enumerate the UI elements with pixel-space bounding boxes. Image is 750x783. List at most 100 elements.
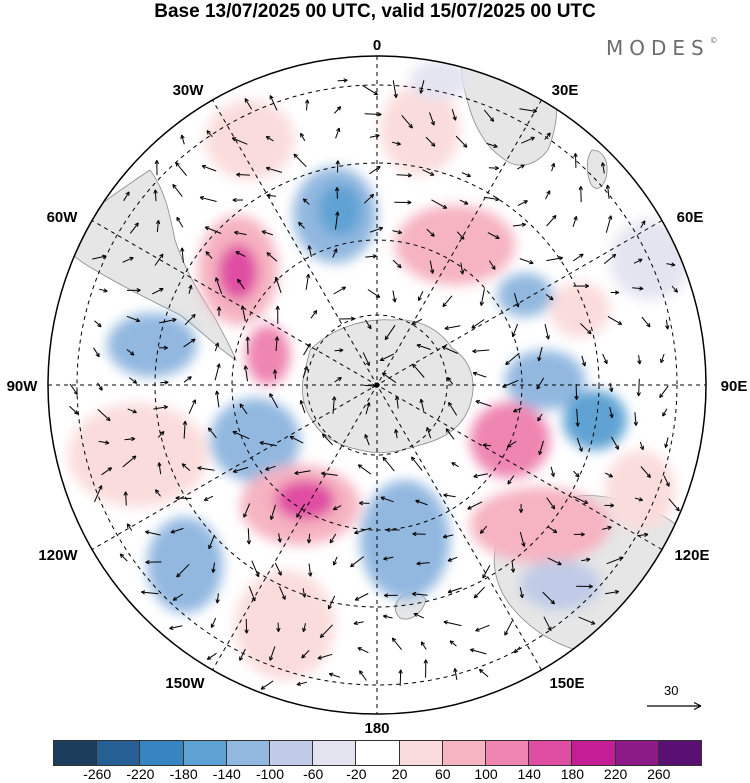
wind-vector (205, 226, 222, 234)
wind-vector (638, 355, 641, 365)
wind-vector (233, 466, 249, 473)
wind-vector (576, 408, 579, 427)
wind-vector (607, 184, 610, 199)
wind-vector (580, 186, 582, 203)
wind-vector (266, 167, 283, 173)
wind-vector (659, 385, 669, 398)
wind-vector (317, 653, 333, 659)
wind-vector (204, 495, 214, 501)
colorbar-box (182, 740, 227, 766)
wind-vector-head (475, 400, 480, 405)
wind-vector (208, 534, 216, 549)
wind-vector-head (665, 325, 670, 330)
colorbar-tick-label: -180 (169, 766, 198, 782)
wind-vector-head (73, 390, 78, 395)
positive-anomaly (605, 450, 675, 530)
wind-vector (333, 286, 346, 295)
wind-vector (420, 641, 427, 650)
wind-vector-head (204, 226, 210, 231)
wind-vector (362, 352, 370, 366)
wind-vector (415, 500, 428, 506)
wind-vector (369, 134, 380, 138)
wind-vector (212, 562, 215, 573)
wind-vector-head (141, 590, 146, 595)
wind-vector-head (281, 595, 286, 600)
wind-vector-head (550, 504, 556, 510)
wind-vector-head (276, 627, 281, 632)
wind-vector (399, 669, 402, 686)
wind-vector-head (201, 164, 207, 169)
wind-vector (426, 228, 435, 237)
wind-vector-head (289, 435, 295, 440)
wind-vector-head (412, 591, 417, 597)
wind-vector (573, 470, 580, 478)
wind-vector (455, 135, 468, 148)
wind-vector (210, 617, 217, 628)
colorbar-tick-label: 260 (647, 766, 671, 782)
wind-vector-head (265, 466, 270, 471)
wind-vector-head (460, 235, 465, 240)
wind-vector-head (175, 495, 180, 501)
wind-vector (666, 263, 676, 266)
wind-vector (333, 556, 338, 566)
wind-vector (480, 288, 485, 306)
wind-vector (247, 528, 250, 545)
wind-vector (156, 220, 159, 233)
reference-vector (647, 701, 702, 711)
wind-vector (234, 231, 247, 236)
wind-vector-head (495, 235, 500, 239)
wind-vector (181, 134, 185, 145)
wind-vector-head (335, 160, 340, 165)
wind-vector-head (188, 284, 193, 290)
wind-vector (303, 343, 311, 356)
colorbar-labels: -260 -220 -180 -140 -100 -60 -20 20 60 100 140 180 2… (0, 766, 750, 783)
wind-vector-head (135, 317, 141, 322)
wind-vector-head (302, 627, 307, 633)
meridian-label-0: 0 (373, 37, 381, 54)
wind-vector (575, 383, 578, 400)
wind-vector-head (182, 420, 188, 425)
wind-vector (175, 162, 187, 177)
wind-vector-head (426, 427, 431, 432)
wind-vector-head (443, 493, 448, 498)
negative-anomaly (563, 390, 627, 450)
wind-vector-head (339, 348, 344, 353)
wind-vector-head (530, 136, 535, 141)
colorbar-tick-label: -220 (126, 766, 155, 782)
wind-vector (519, 531, 525, 547)
colorbar-tick-label: 20 (391, 766, 408, 782)
antarctica-land (301, 319, 474, 453)
wind-vector-head (155, 489, 160, 494)
wind-vector-head (266, 252, 271, 257)
wind-vector (300, 133, 306, 142)
colorbar-tick-label: 100 (474, 766, 498, 782)
wind-vector (412, 363, 425, 378)
wind-vector (97, 409, 111, 421)
wind-vector-head (321, 471, 326, 476)
wind-vector-head (375, 293, 381, 298)
wind-vector (380, 353, 395, 361)
wind-vector-head (336, 127, 341, 133)
meridian-label-120e: 120E (674, 547, 709, 564)
wind-vector-head (546, 132, 551, 137)
wind-vector-head (245, 336, 250, 341)
chart-title: Base 13/07/2025 00 UTC, valid 15/07/2025… (154, 1, 596, 22)
wind-vector (158, 318, 177, 324)
wind-vector (334, 349, 344, 352)
wind-vector-head (578, 447, 583, 452)
wind-vector (486, 142, 498, 148)
wind-vector (123, 191, 130, 202)
wind-vector-head (129, 256, 134, 261)
wind-vector (471, 319, 485, 329)
wind-vector-head (380, 496, 385, 501)
wind-vector-head (187, 376, 192, 381)
wind-vector (392, 230, 402, 234)
colorbar-box (53, 740, 98, 766)
wind-vector (461, 172, 471, 177)
wind-vector (431, 199, 447, 209)
wind-vector-head (413, 612, 418, 617)
wind-vector-head (307, 245, 312, 250)
wind-vector (668, 498, 680, 512)
wind-vector (610, 436, 619, 450)
wind-vector (302, 623, 306, 632)
